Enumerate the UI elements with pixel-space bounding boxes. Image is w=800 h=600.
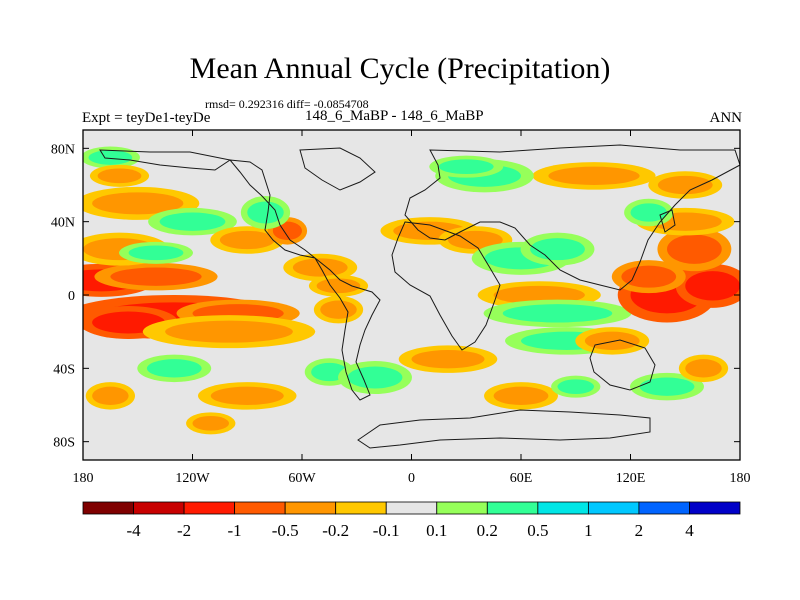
colorbar-label: 4	[685, 521, 694, 540]
colorbar-swatch	[234, 501, 286, 515]
y-tick-label: 80S	[53, 436, 75, 451]
colorbar-label: -0.2	[322, 521, 349, 540]
anomaly-region	[159, 212, 226, 231]
anomaly-region	[128, 245, 184, 261]
colorbar-label: 1	[584, 521, 593, 540]
case-label: 148_6_MaBP - 148_6_MaBP	[305, 108, 484, 124]
anomaly-region	[530, 238, 585, 261]
anomaly-region	[493, 386, 549, 406]
anomaly-region	[347, 366, 403, 389]
anomaly-region	[630, 203, 667, 222]
anomaly-region	[97, 168, 142, 184]
x-tick-label: 0	[408, 471, 415, 486]
colorbar-label: 0.2	[477, 521, 498, 540]
anomaly-region	[685, 271, 740, 301]
anomaly-region	[272, 221, 302, 240]
x-tick-label: 180	[73, 471, 94, 486]
colorbar-label: -0.1	[373, 521, 400, 540]
anomaly-region	[247, 201, 284, 224]
colorbar-swatch	[537, 501, 589, 515]
colorbar-swatch	[689, 501, 741, 515]
anomaly-region	[320, 300, 357, 319]
coastlines	[99, 144, 740, 449]
experiment-label: Expt = teyDe1-teyDe	[82, 110, 211, 126]
coastline-eurasia	[404, 144, 740, 291]
anomaly-region	[502, 304, 613, 323]
colorbar-swatch	[436, 501, 488, 515]
anomaly-region	[88, 150, 133, 165]
x-tick-label: 180	[730, 471, 751, 486]
coastline-north-america-top	[99, 149, 232, 171]
season-label: ANN	[709, 110, 743, 126]
anomaly-region	[584, 331, 640, 351]
anomaly-region	[165, 320, 293, 343]
colorbar-label: -1	[228, 521, 242, 540]
colorbar-swatch	[183, 501, 236, 515]
colorbar: -4 -2 -1 -0.5 -0.2 -0.1 0.1 0.2 0.5 1 2 4	[82, 501, 741, 540]
colorbar-swatch	[385, 501, 438, 515]
anomaly-region	[657, 175, 713, 195]
colorbar-label: 0.1	[426, 521, 447, 540]
coastline-australia	[589, 339, 656, 391]
colorbar-swatch	[133, 501, 185, 515]
anomaly-region	[557, 379, 594, 394]
colorbar-swatch	[486, 501, 539, 515]
anomaly-region	[667, 234, 722, 264]
x-tick-label: 60E	[510, 471, 533, 486]
anomaly-region	[548, 166, 640, 185]
x-tick-label: 120E	[616, 471, 646, 486]
coastline-japan	[659, 209, 676, 233]
chart-title: Mean Annual Cycle (Precipitation)	[189, 52, 611, 85]
anomaly-region	[448, 230, 503, 250]
colorbar-swatch	[335, 501, 387, 515]
y-tick-label: 0	[68, 289, 75, 304]
colorbar-label: 0.5	[527, 521, 548, 540]
stats-label: rmsd= 0.292316 diff= -0.0854708	[205, 97, 369, 111]
anomaly-region	[493, 285, 585, 305]
anomaly-region	[411, 350, 485, 369]
y-tick-label: 40N	[51, 216, 75, 231]
anomaly-region	[92, 192, 184, 215]
map-plot-area	[83, 130, 740, 460]
coastline-americas	[228, 159, 381, 401]
coastline-greenland	[299, 147, 376, 191]
anomaly-region	[146, 359, 202, 378]
anomaly-region	[192, 416, 229, 431]
anomaly-region	[210, 386, 284, 406]
anomaly-region	[219, 230, 275, 250]
y-tick-label: 80N	[51, 142, 75, 157]
colorbar-label: -4	[126, 521, 141, 540]
anomaly-region	[685, 359, 722, 378]
x-tick-label: 120W	[175, 471, 210, 486]
anomaly-region	[110, 267, 202, 286]
colorbar-label: 2	[635, 521, 644, 540]
colorbar-label: -0.5	[272, 521, 299, 540]
anomaly-region	[621, 265, 677, 288]
colorbar-label: -2	[177, 521, 191, 540]
colorbar-swatch	[82, 501, 134, 515]
coastline-africa	[391, 221, 501, 351]
anomaly-region	[316, 278, 361, 294]
colorbar-swatch	[284, 501, 337, 515]
coastline-antarctica	[357, 409, 651, 449]
colorbar-swatch	[587, 501, 640, 515]
anomaly-region	[92, 386, 129, 406]
axes: 180 120W 60W 0 60E 120E 180 80N 40N 0 40S 80S	[51, 130, 751, 486]
y-tick-label: 40S	[53, 362, 75, 377]
x-tick-label: 60W	[288, 471, 316, 486]
colorbar-swatch	[638, 501, 690, 515]
anomaly-region	[438, 159, 494, 175]
anomaly-region	[639, 377, 695, 396]
